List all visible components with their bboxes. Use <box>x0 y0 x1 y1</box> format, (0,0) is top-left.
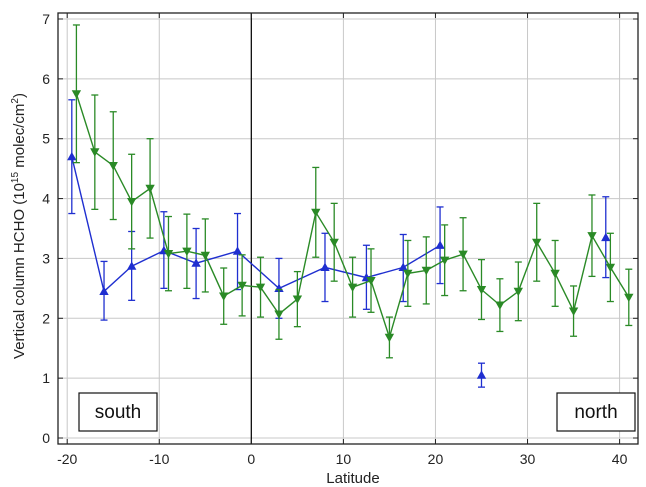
series-1-seg-0-pt-15-marker <box>347 283 358 293</box>
series-1-seg-0-pt-2-marker <box>108 161 118 171</box>
series-1-seg-0-pt-20-marker <box>440 256 450 266</box>
series-0-seg-0-pt-1-marker <box>99 286 109 296</box>
series-0-line-0 <box>71 156 441 293</box>
series-1-seg-0-pt-18-marker <box>403 269 413 279</box>
y-tick-label-7: 7 <box>42 11 50 27</box>
series-1-seg-0-pt-24-marker <box>513 287 523 297</box>
series-0-seg-0-pt-0-marker <box>67 151 77 161</box>
series-1-seg-0-pt-8-marker <box>219 292 229 301</box>
series-1-seg-0-pt-3-marker <box>127 197 137 207</box>
y-axis-label-close: ) <box>11 93 28 98</box>
x-tick-label-5: 30 <box>520 451 536 467</box>
series-0-seg-0-pt-9-marker <box>398 262 408 272</box>
series-1-seg-0-pt-9-marker <box>237 281 247 291</box>
series-1-seg-0-pt-25-marker <box>532 238 542 248</box>
series-0-seg-0-pt-10-marker <box>435 240 445 249</box>
series-1-seg-0-pt-1-marker <box>90 148 100 157</box>
series-1-seg-0-pt-0-marker <box>71 90 82 99</box>
series-0-seg-0-pt-5-marker <box>232 246 243 255</box>
series-1-seg-0-pt-21-marker <box>458 250 468 260</box>
y-axis-label-unit: molec/cm <box>11 104 28 172</box>
y-tick-label-6: 6 <box>42 71 50 87</box>
annotation-south-box <box>78 392 158 432</box>
y-tick-label-1: 1 <box>42 370 50 386</box>
series-0-seg-0-pt-7-marker <box>320 262 330 272</box>
x-tick-label-3: 10 <box>336 451 352 467</box>
series-1 <box>71 24 634 359</box>
grid-lines <box>58 13 638 444</box>
series-1-seg-0-pt-27-marker <box>568 307 579 316</box>
series-1-seg-0-pt-30-marker <box>624 293 634 303</box>
annotation-south-text: south <box>95 402 141 423</box>
series-1-seg-0-pt-14-marker <box>329 238 339 248</box>
y-axis-label-main: Vertical column HCHO (10 <box>11 183 28 359</box>
series-1-seg-0-pt-11-marker <box>274 310 284 319</box>
series-0-seg-0-pt-4-marker <box>191 258 201 267</box>
series-0-seg-1-pt-0-marker <box>476 370 487 379</box>
annotation-south: south <box>78 392 158 432</box>
series-0 <box>67 99 611 388</box>
x-axis-ticks: -20 -10 0 10 20 30 40 <box>57 13 628 467</box>
series-0-seg-2-pt-0-marker <box>601 232 611 242</box>
series-1-seg-0-pt-22-marker <box>476 285 487 295</box>
y-tick-label-5: 5 <box>42 131 50 147</box>
y-axis-label-exponent: 15 <box>10 172 21 184</box>
x-tick-label-0: -20 <box>57 451 77 467</box>
x-axis-label: Latitude <box>326 470 379 487</box>
x-tick-label-1: -10 <box>149 451 169 467</box>
series-1-seg-0-pt-13-marker <box>311 208 321 218</box>
x-tick-label-2: 0 <box>247 451 255 467</box>
series-1-seg-0-pt-7-marker <box>200 251 210 261</box>
x-tick-label-4: 20 <box>428 451 444 467</box>
y-axis-label-unit-exponent: 2 <box>10 98 21 104</box>
annotation-north-text: north <box>574 402 617 423</box>
y-tick-label-2: 2 <box>42 310 50 326</box>
series-1-seg-0-pt-19-marker <box>421 266 431 276</box>
annotation-north-box <box>556 392 636 432</box>
plot-frame <box>57 12 639 445</box>
annotation-north: north <box>556 392 636 432</box>
series-1-seg-0-pt-4-marker <box>145 184 155 194</box>
series-1-seg-0-pt-26-marker <box>550 269 560 279</box>
series-1-seg-0-pt-29-marker <box>605 263 616 273</box>
y-axis-ticks: 0 1 2 3 4 5 6 7 <box>42 11 638 446</box>
y-tick-label-4: 4 <box>42 191 50 207</box>
series-layer <box>67 24 634 388</box>
series-1-seg-0-pt-28-marker <box>587 232 597 241</box>
series-1-seg-0-pt-5-marker <box>163 249 174 259</box>
y-tick-label-0: 0 <box>42 430 50 446</box>
y-tick-label-3: 3 <box>42 250 50 266</box>
x-tick-label-6: 40 <box>612 451 628 467</box>
series-1-seg-0-pt-6-marker <box>182 247 192 257</box>
series-0-seg-0-pt-2-marker <box>127 261 137 270</box>
series-1-seg-0-pt-23-marker <box>495 301 505 310</box>
series-1-seg-0-pt-10-marker <box>255 283 266 293</box>
series-1-seg-0-pt-17-marker <box>384 333 395 343</box>
y-axis-label: Vertical column HCHO (1015 molec/cm2) <box>10 93 28 359</box>
series-1-seg-0-pt-12-marker <box>292 295 303 304</box>
series-1-seg-0-pt-16-marker <box>366 276 376 286</box>
